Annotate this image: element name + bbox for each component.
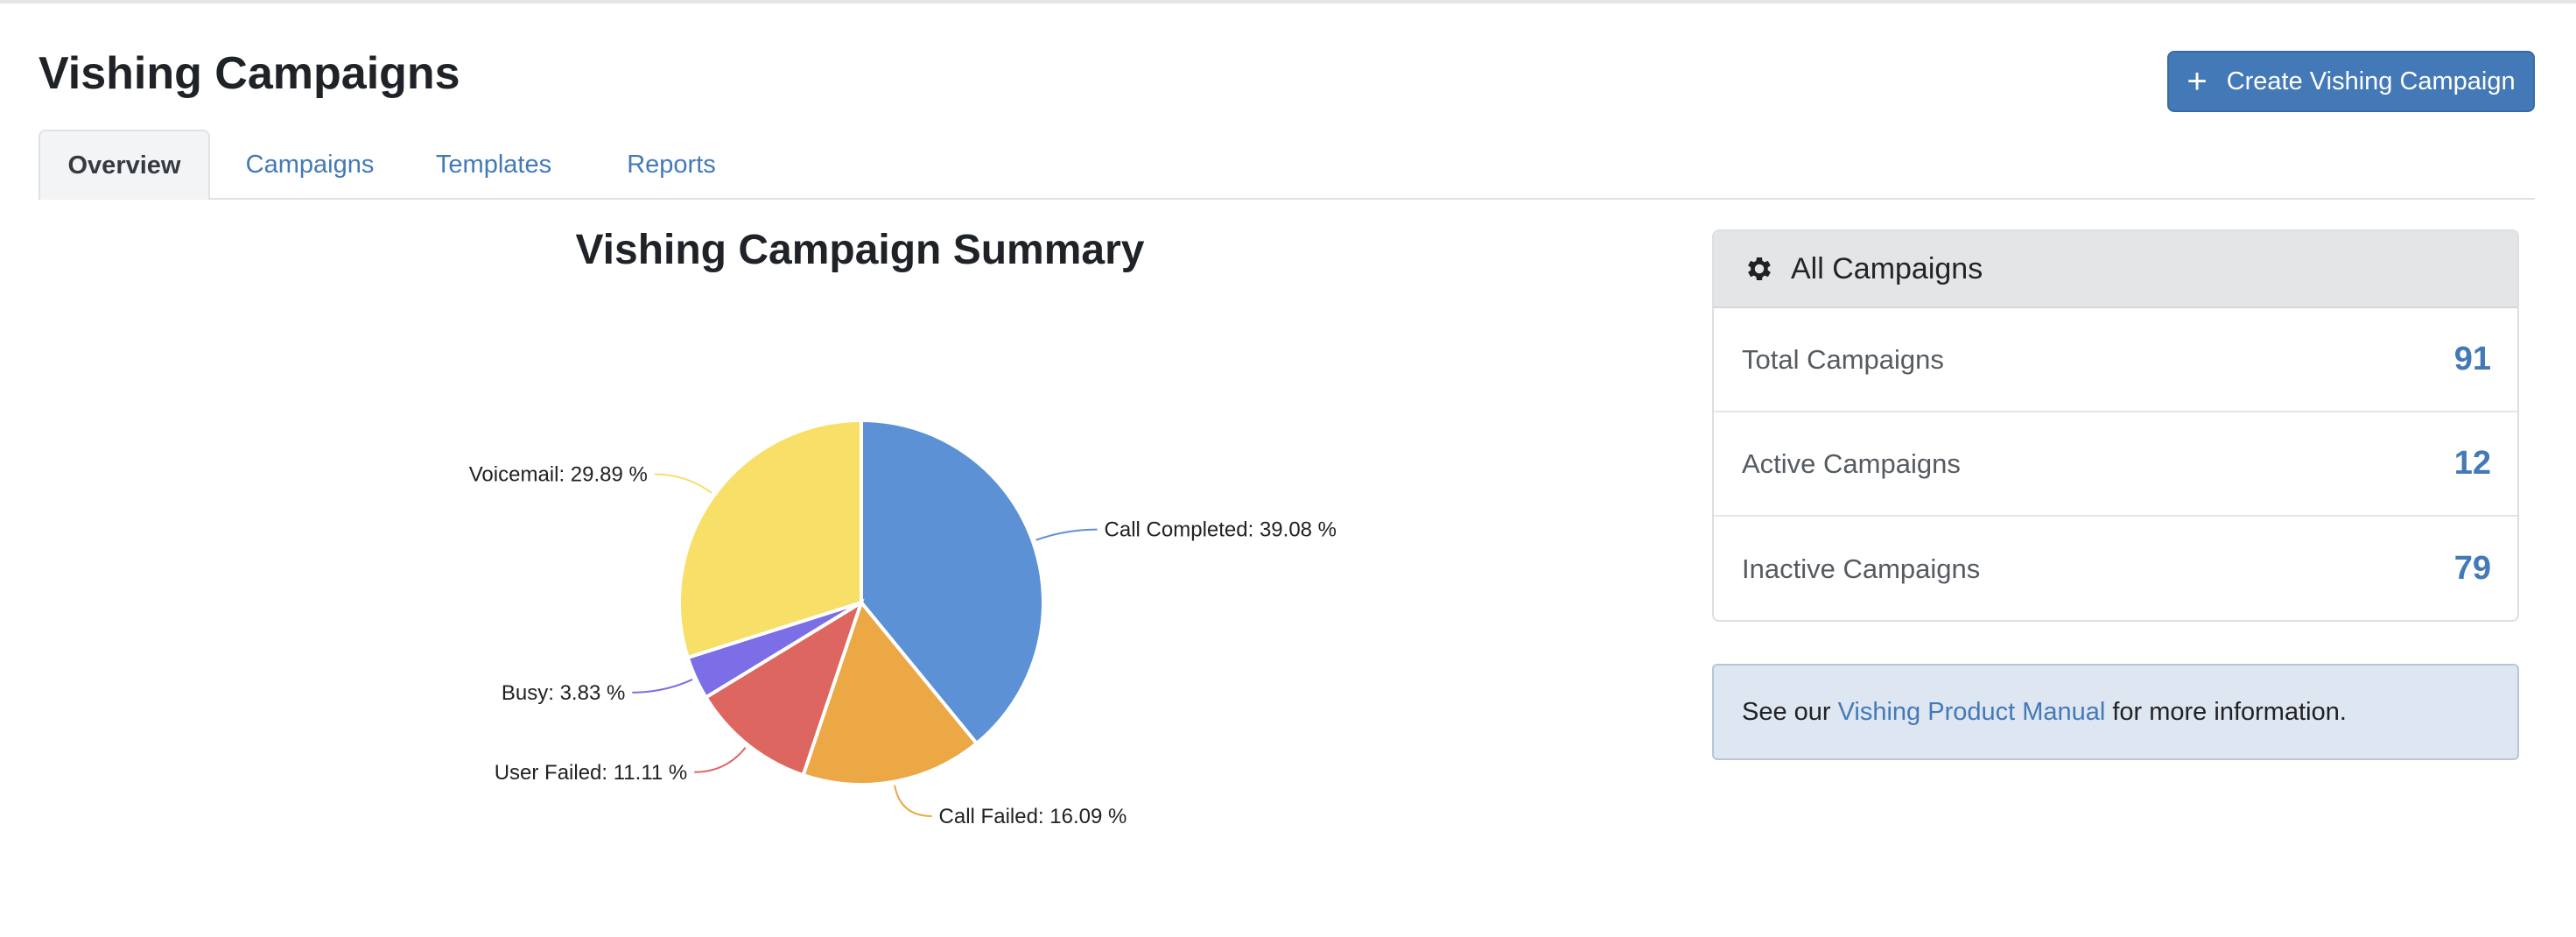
create-vishing-campaign-button[interactable]: + Create Vishing Campaign [2167,51,2535,112]
pie-data-label: Busy: 3.83 % [502,681,625,705]
tab-templates[interactable]: Templates [435,150,552,179]
plus-icon: + [2186,62,2207,101]
info-suffix: for more information. [2112,697,2347,726]
pie-slice-call-completed[interactable] [860,418,1045,746]
create-button-label: Create Vishing Campaign [2226,67,2516,95]
stat-row-total: Total Campaigns 91 [1714,308,2517,412]
page-title: Vishing Campaigns [39,48,460,99]
card-title: All Campaigns [1791,251,1983,285]
pie-slice-voicemail[interactable] [677,418,863,660]
stat-label: Active Campaigns [1742,447,1961,479]
stat-value: 79 [2453,550,2491,587]
gear-icon [1748,257,1771,281]
all-campaigns-card: All Campaigns Total Campaigns 91 Active … [1712,229,2519,622]
pie-slice-busy[interactable] [685,601,863,701]
stat-value: 12 [2453,445,2491,482]
product-manual-link[interactable]: Vishing Product Manual [1837,697,2106,726]
pie-data-label: Call Failed: 16.09 % [939,805,1127,828]
info-alert: See our Vishing Product Manual for more … [1712,664,2519,760]
stat-value: 91 [2453,341,2491,377]
tab-reports[interactable]: Reports [627,150,716,179]
pie-slice-call-failed[interactable] [801,598,979,786]
stat-label: Inactive Campaigns [1742,553,1981,584]
stat-label: Total Campaigns [1742,343,1944,375]
card-header: All Campaigns [1714,231,2517,308]
chart-title: Vishing Campaign Summary [575,227,1145,273]
tab-campaigns[interactable]: Campaigns [245,150,375,179]
tab-bar: Overview Campaigns Templates Reports [39,130,2535,200]
pie-data-label: User Failed: 11.11 % [495,761,688,785]
info-prefix: See our [1742,697,1831,726]
pie-leader-line [632,678,693,694]
stat-row-active: Active Campaigns 12 [1714,412,2517,517]
pie-data-label: Call Completed: 39.08 % [1105,518,1337,542]
pie-leader-line [894,785,932,817]
tab-overview[interactable]: Overview [39,130,210,200]
stat-row-inactive: Inactive Campaigns 79 [1714,517,2517,620]
pie-data-label: Voicemail: 29.89 % [469,463,648,487]
top-border [0,0,2576,4]
pie-leader-line [654,473,712,494]
pie-leader-line [1035,528,1098,541]
pie-slice-user-failed[interactable] [703,598,865,778]
pie-leader-line [694,747,747,773]
